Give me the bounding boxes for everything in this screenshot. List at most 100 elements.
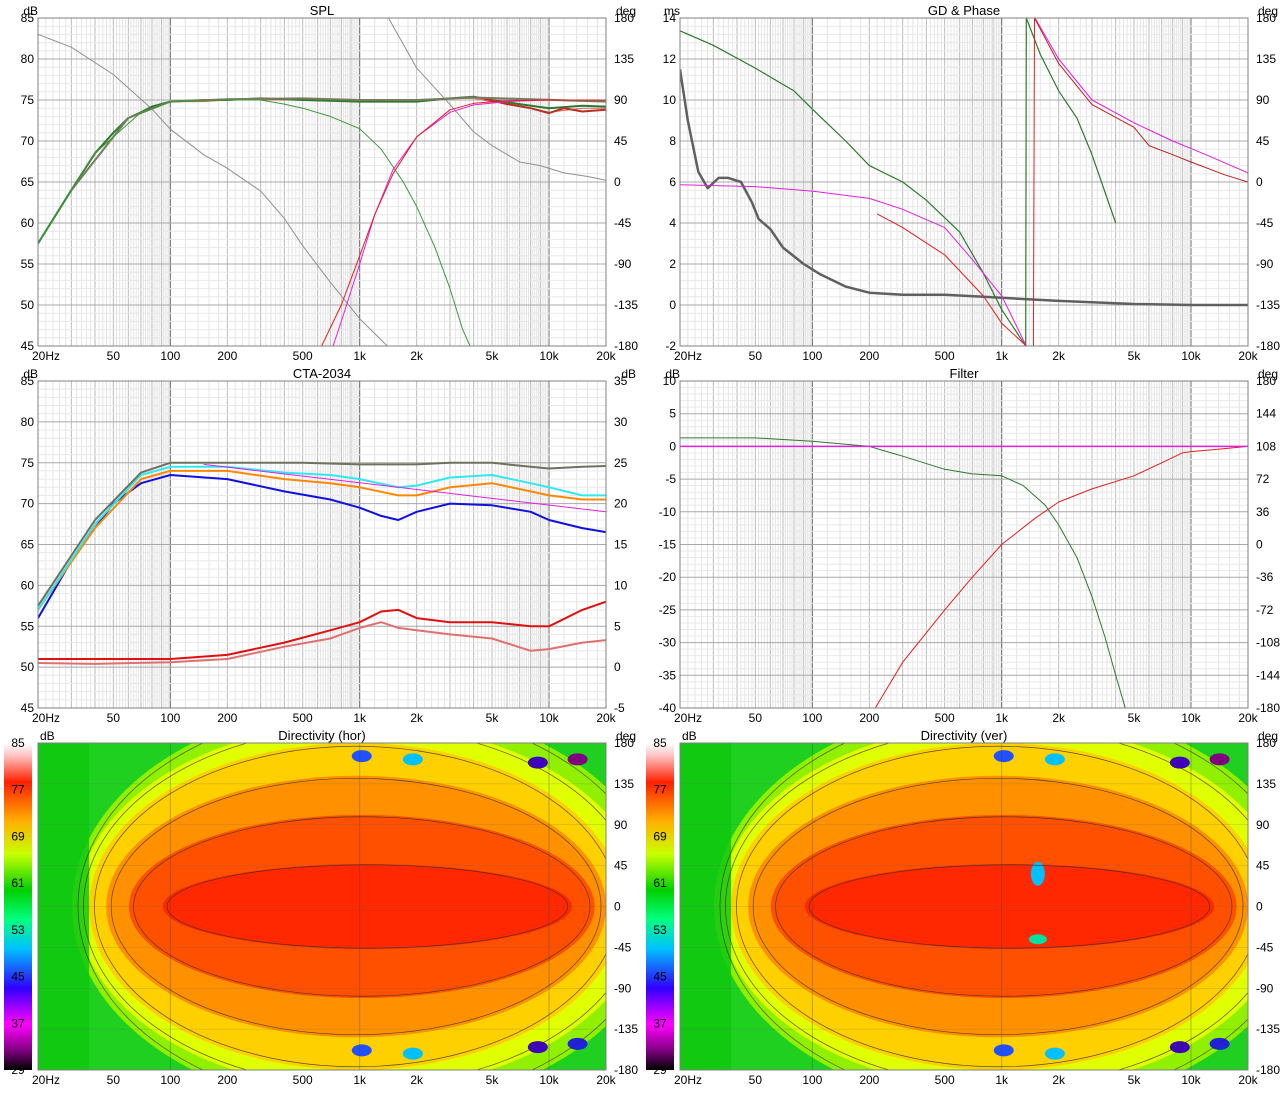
colorbar — [4, 743, 32, 1070]
y2-tick-label: 36 — [1256, 505, 1270, 519]
grid — [37, 17, 607, 347]
chart-title: Directivity (hor) — [278, 728, 365, 743]
x-tick-label: 20k — [596, 349, 616, 363]
y-tick-label: -35 — [659, 668, 677, 682]
series-group — [680, 437, 1248, 708]
y-tick-label: 12 — [663, 52, 677, 66]
series-line — [38, 465, 606, 611]
series-line — [388, 18, 606, 181]
plot-frame — [679, 380, 1249, 709]
y-tick-label: 60 — [21, 216, 35, 230]
colorbar-tick-label: 37 — [653, 1016, 667, 1030]
y-tick-label: -40 — [659, 701, 677, 715]
grid — [679, 17, 1249, 347]
y2-tick-label: 30 — [614, 415, 628, 429]
plot-frame — [37, 17, 607, 347]
y-tick-label: -10 — [659, 505, 677, 519]
series-line — [680, 184, 1027, 346]
y2-tick-label: 180 — [614, 11, 634, 25]
series-line — [38, 33, 388, 346]
y-tick-label: -5 — [665, 472, 676, 486]
series-line — [483, 97, 606, 115]
y-tick-label: 75 — [21, 93, 35, 107]
x-tick-label: 5k — [486, 1073, 500, 1087]
y2-tick-label: 0 — [1256, 175, 1263, 189]
heatmap-spot — [1044, 753, 1065, 766]
y2-tick-label: -90 — [1256, 981, 1274, 995]
y-tick-label: -30 — [659, 636, 677, 650]
y-tick-label: 75 — [21, 456, 35, 470]
colorbar-tick-label: 85 — [653, 736, 667, 750]
right-axis-label: deg — [616, 729, 636, 743]
x-tick-label: 20k — [1238, 711, 1258, 725]
x-tick-label: 500 — [293, 349, 313, 363]
y2-tick-label: 180 — [1256, 736, 1276, 750]
y2-tick-label: 10 — [614, 578, 628, 592]
series-line — [38, 474, 606, 619]
chart-dirh: 29 37 45 53 61 69 77 85 Directivity (hor) dB deg 20… — [4, 728, 638, 1087]
heatmap-contour — [725, 743, 1248, 1070]
x-tick-label: 100 — [802, 349, 822, 363]
x-tick-label: 200 — [859, 349, 879, 363]
x-tick-label: 100 — [160, 711, 180, 725]
heatmap-contour — [83, 743, 606, 1070]
x-tick-label: 200 — [859, 1073, 879, 1087]
series-line — [38, 600, 606, 660]
right-axis-label: deg — [616, 4, 636, 18]
y-tick-label: 4 — [669, 216, 676, 230]
y-tick-label: 55 — [21, 257, 35, 271]
y-tick-label: 45 — [21, 339, 35, 353]
y-tick-label: -20 — [659, 570, 677, 584]
heatmap-spot — [351, 750, 372, 763]
heatmap-spot — [567, 753, 588, 766]
x-tick-label: 10k — [539, 349, 559, 363]
heatmap-field — [680, 743, 1248, 1070]
x-tick-label: 50 — [749, 349, 763, 363]
series-line — [1034, 18, 1248, 183]
y2-tick-label: 108 — [1256, 439, 1276, 453]
x-tick-label: 20k — [596, 1073, 616, 1087]
y2-tick-label: -180 — [614, 339, 638, 353]
y2-tick-label: 35 — [614, 374, 628, 388]
y-tick-label: 0 — [669, 439, 676, 453]
y-tick-label: 80 — [21, 415, 35, 429]
x-tick-label: 10k — [1181, 1073, 1201, 1087]
y2-tick-label: -36 — [1256, 570, 1274, 584]
heatmap-lowfreq — [680, 743, 732, 1070]
heatmap-contour — [736, 745, 1248, 1068]
y2-tick-label: -135 — [614, 1022, 638, 1036]
x-tick-label: 500 — [935, 1073, 955, 1087]
heatmap-field — [38, 743, 606, 1070]
colorbar-tick-label: 69 — [11, 829, 25, 843]
series-line — [203, 463, 606, 513]
y2-tick-label: 0 — [614, 175, 621, 189]
colorbar-tick-label: 37 — [11, 1016, 25, 1030]
heatmap-contour — [77, 743, 606, 1070]
y2-tick-label: -90 — [1256, 257, 1274, 271]
left-axis-label: dB — [682, 729, 697, 743]
heatmap-contour — [775, 816, 1233, 997]
heatmap-contour — [752, 777, 1244, 1036]
x-tick-label: 20k — [596, 711, 616, 725]
y-tick-label: 65 — [21, 175, 35, 189]
y-tick-label: 0 — [669, 298, 676, 312]
y2-tick-label: -45 — [1256, 940, 1274, 954]
x-tick-label: 50 — [749, 1073, 763, 1087]
y-tick-label: -2 — [665, 339, 676, 353]
y2-tick-label: 180 — [614, 736, 634, 750]
x-tick-label: 200 — [217, 349, 237, 363]
x-tick-label: 5k — [1128, 711, 1142, 725]
left-axis-label: dB — [665, 367, 680, 381]
y2-tick-label: -180 — [614, 1063, 638, 1077]
x-tick-label: 1k — [353, 1073, 367, 1087]
chart-title: Filter — [950, 366, 980, 381]
x-tick-label: 20k — [1238, 1073, 1258, 1087]
heatmap-spot — [1169, 756, 1190, 769]
y-tick-label: 5 — [669, 407, 676, 421]
y2-tick-label: 144 — [1256, 407, 1276, 421]
series-line — [38, 95, 606, 245]
series-line — [38, 461, 606, 607]
x-tick-label: 500 — [935, 349, 955, 363]
